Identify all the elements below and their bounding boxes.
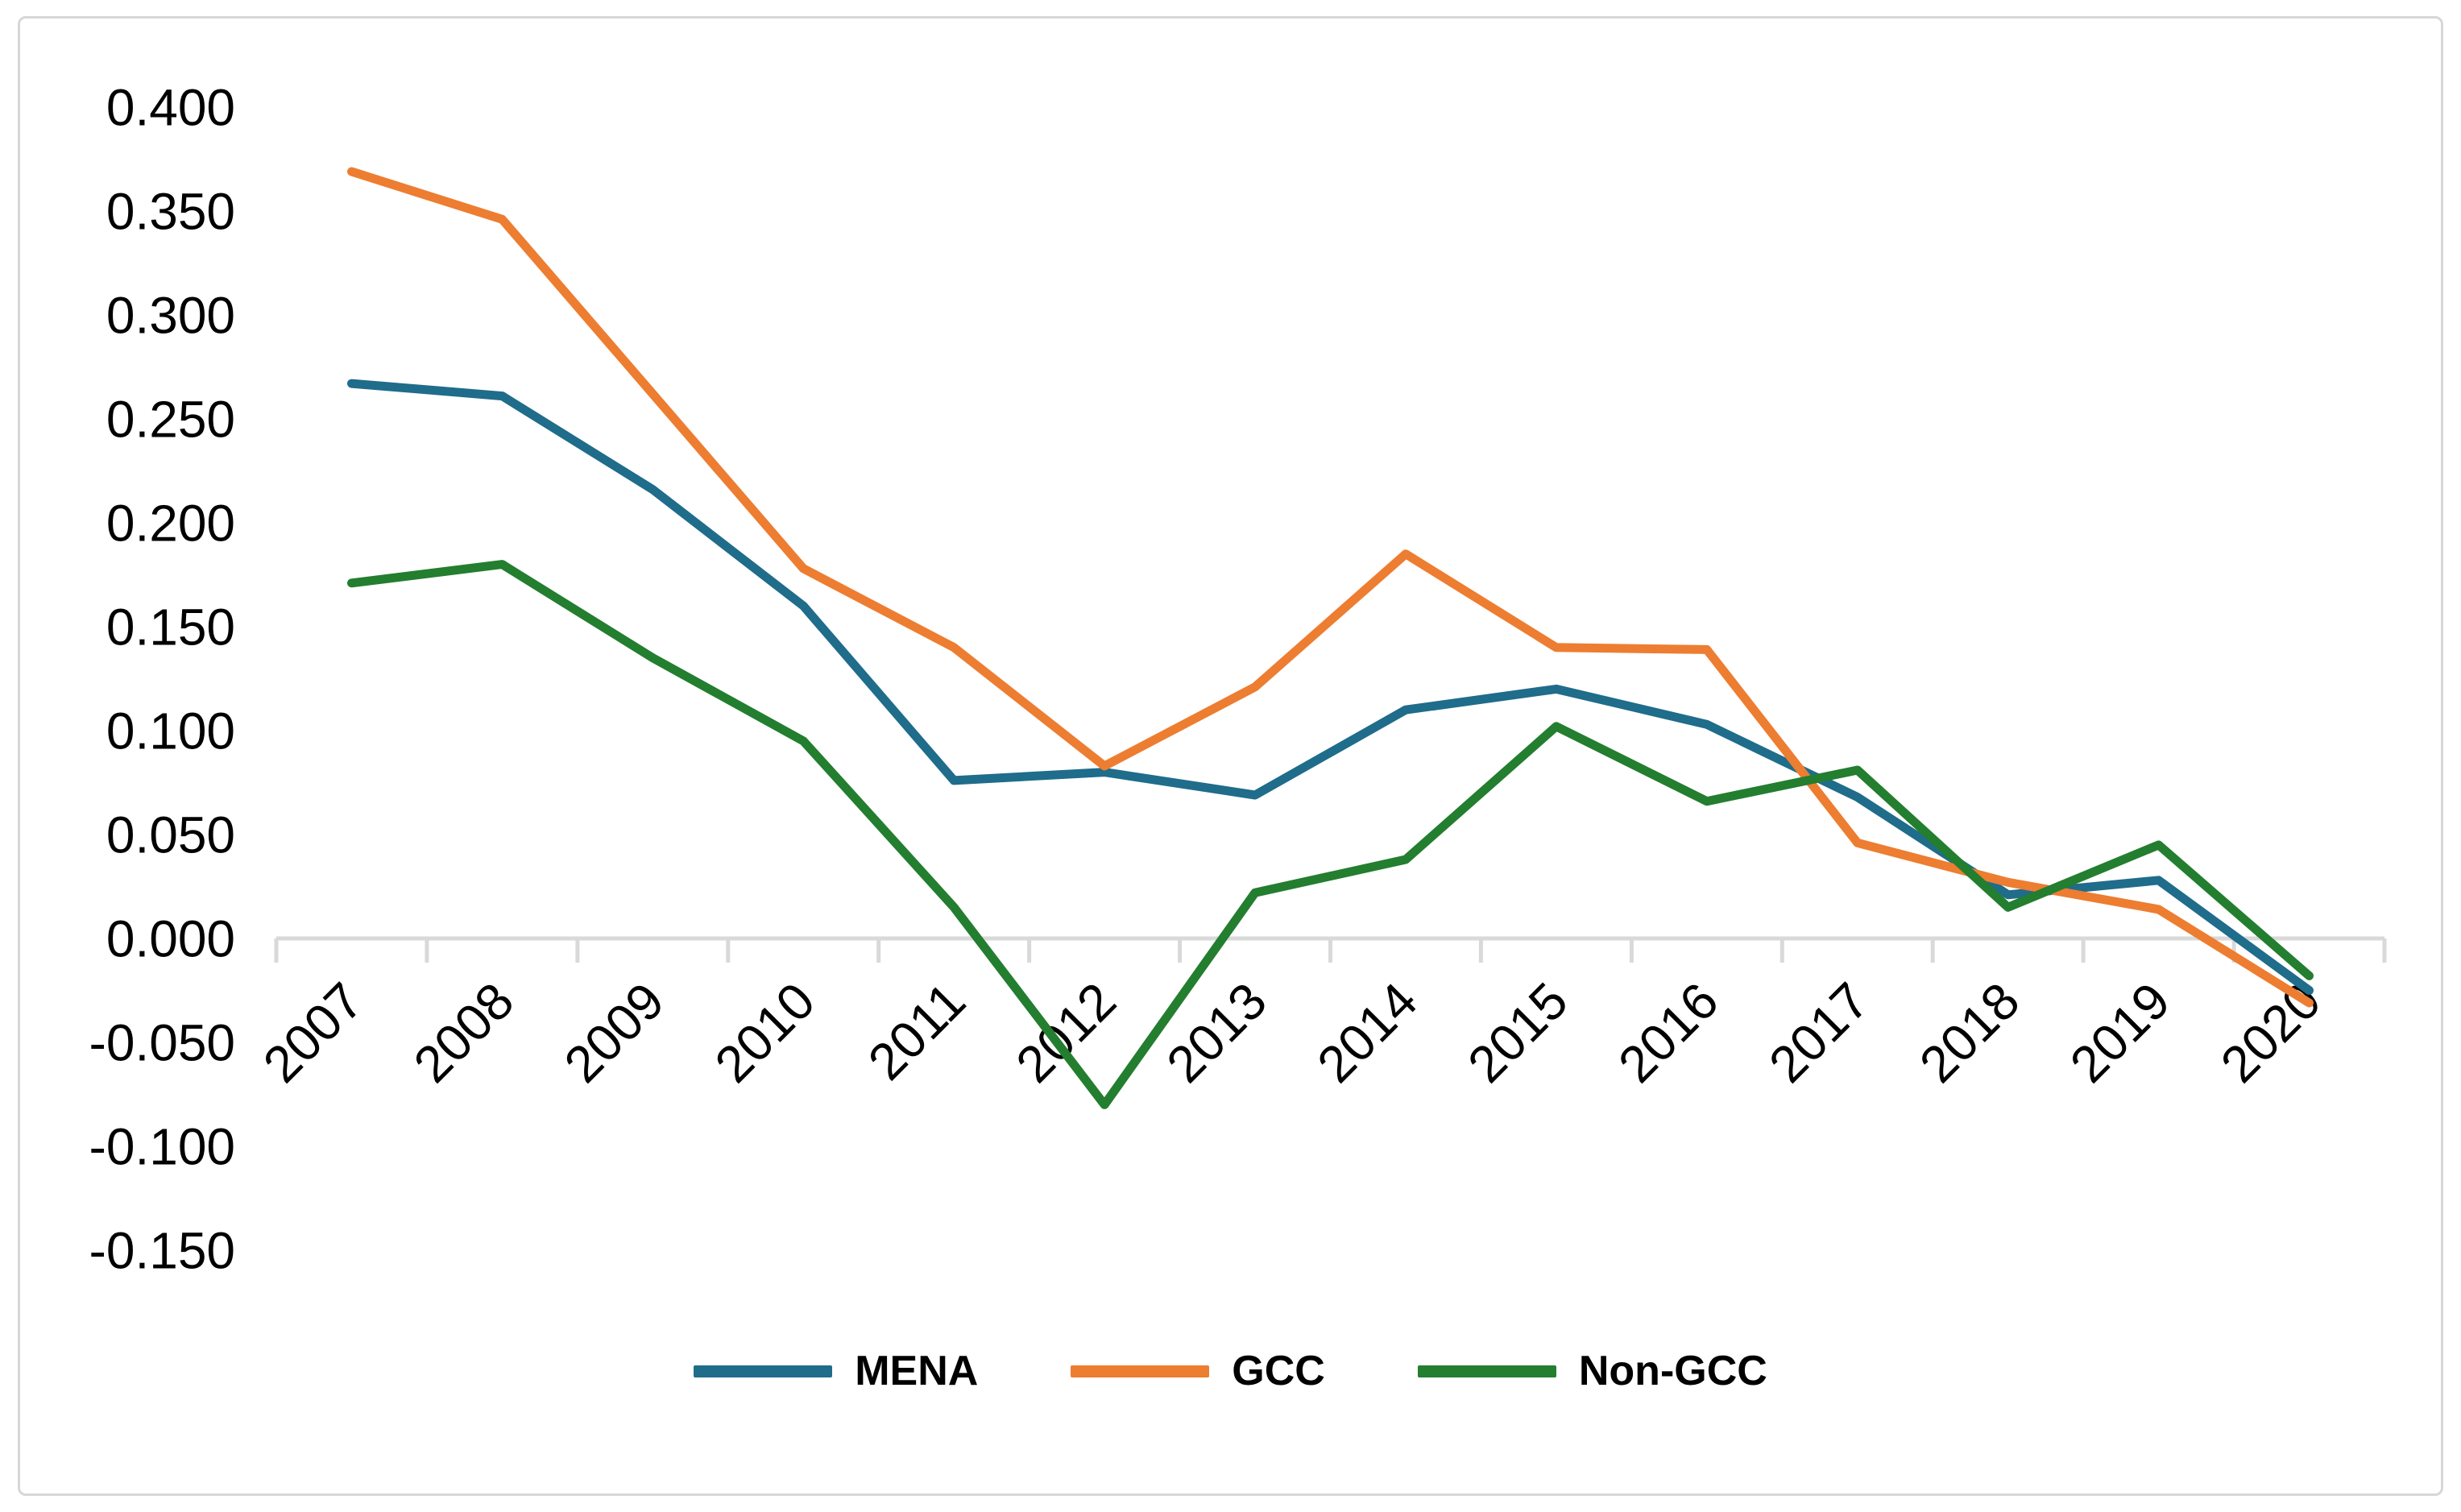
x-axis-category-label: 2016	[1607, 971, 1730, 1094]
x-axis-category-label: 2014	[1306, 971, 1428, 1094]
x-axis-category-label: 2017	[1758, 971, 1880, 1094]
y-axis-tick-label: -0.050	[89, 1013, 235, 1071]
x-axis-category-label: 2008	[403, 971, 525, 1094]
legend-label-nongcc: Non-GCC	[1578, 1348, 1767, 1394]
y-axis-tick-label: -0.100	[89, 1117, 235, 1175]
series-line-mena	[347, 379, 2314, 995]
x-axis-category-label: 2011	[857, 971, 976, 1091]
legend-swatch-nongcc-line	[1417, 1365, 1556, 1377]
x-axis-category-label: 2013	[1155, 971, 1278, 1094]
y-axis-tick-label: 0.100	[106, 702, 235, 760]
legend-label-mena: MENA	[855, 1348, 979, 1394]
x-axis-category-label: 2015	[1456, 971, 1579, 1094]
y-axis-tick-label: 0.400	[106, 78, 235, 136]
chart-legend: MENA GCC Non-GCC	[0, 1347, 2461, 1395]
y-axis-tick-label: 0.150	[106, 598, 235, 656]
x-axis-category-label: 2009	[553, 971, 676, 1094]
y-axis-tick-label: 0.000	[106, 909, 235, 967]
legend-item-mena: MENA	[694, 1347, 978, 1395]
y-axis-tick-label: 0.200	[106, 494, 235, 552]
legend-item-nongcc: Non-GCC	[1417, 1347, 1767, 1395]
x-axis-category-label: 2019	[2059, 971, 2181, 1094]
x-axis-category-label: 2018	[1908, 971, 2031, 1094]
legend-swatch-mena-line	[694, 1365, 833, 1377]
series-line-gcc	[347, 167, 2314, 1008]
y-axis-tick-label: 0.350	[106, 182, 235, 240]
chart-card-border	[18, 16, 2443, 1496]
x-axis-category-label: 2010	[704, 971, 827, 1094]
x-axis-category-label: 2007	[252, 971, 375, 1094]
legend-item-gcc: GCC	[1071, 1347, 1325, 1395]
x-axis-category-label: 2012	[1005, 971, 1127, 1094]
y-axis-tick-label: 0.300	[106, 286, 235, 344]
y-axis-tick-label: -0.150	[89, 1221, 235, 1279]
series-line-non-gcc	[347, 560, 2314, 1109]
legend-label-gcc: GCC	[1232, 1348, 1325, 1394]
legend-swatch-gcc-line	[1071, 1365, 1210, 1377]
y-axis-tick-label: 0.250	[106, 390, 235, 448]
x-axis	[274, 936, 2387, 963]
y-axis-tick-label: 0.050	[106, 806, 235, 864]
